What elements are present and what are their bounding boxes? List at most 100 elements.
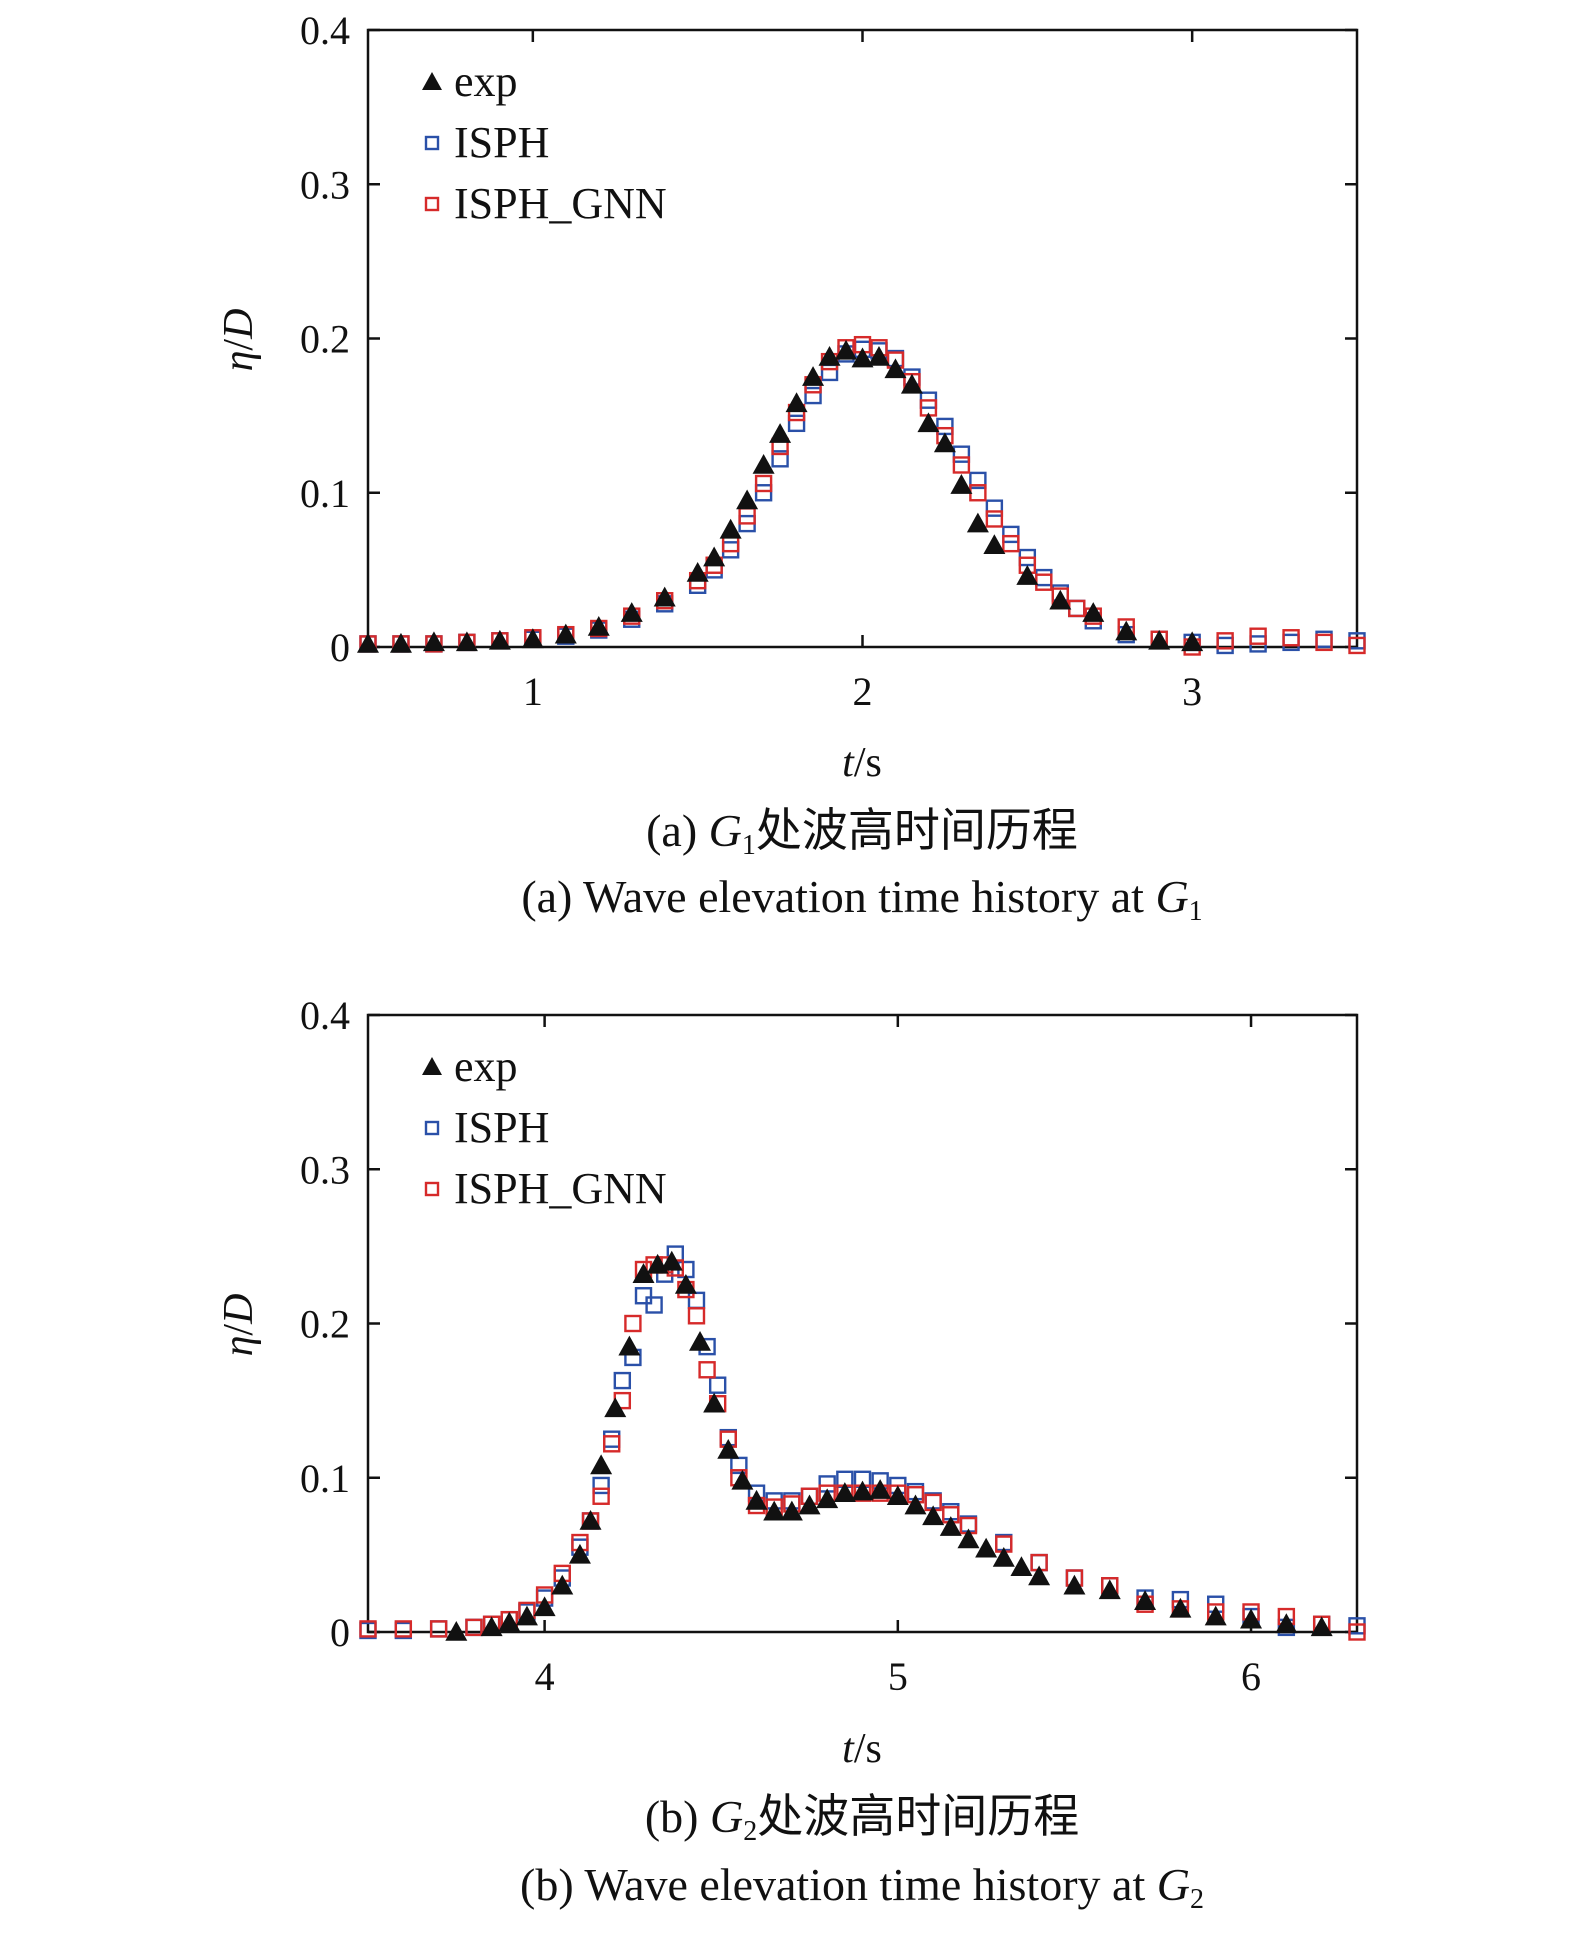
panel-a-caption-cn-post: 处波高时间历程: [756, 805, 1078, 856]
panel-a-caption-cn-sub: 1: [742, 830, 756, 861]
panel-a-caption-cn: (a) G1处波高时间历程: [646, 805, 1078, 861]
panel-b-caption-en-pre: (b) Wave elevation time history at: [520, 1859, 1157, 1910]
panel-b-chart: 4 5 6 0 0.1 0.2 0.3 0.4 exp ISPH ISPH_GNN η/D t/s…: [216, 993, 1366, 1915]
panel-a-point: [703, 546, 726, 567]
panel-a-point: [1216, 636, 1234, 655]
panel-b-point: [957, 1528, 980, 1549]
panel-b-series-exp: [445, 1250, 1333, 1641]
panel-b-point: [1098, 1579, 1121, 1600]
panel-a-point: [785, 392, 808, 413]
panel-a-point: [686, 561, 709, 582]
panel-b-point: [634, 1287, 653, 1305]
panel-b-point: [689, 1331, 712, 1351]
panel-b-point: [798, 1494, 821, 1515]
panel-b-point: [1028, 1565, 1051, 1586]
panel-a-point: [917, 412, 940, 433]
panel-b-caption-en-sub: 2: [1190, 1884, 1204, 1915]
panel-a-point: [653, 586, 676, 607]
panel-a-point: [820, 363, 839, 382]
panel-b-point: [624, 1314, 642, 1333]
panel-a-y-tick-label: 0.4: [300, 8, 350, 53]
panel-a-y-tick-label: 0: [330, 625, 350, 670]
panel-b-point: [1204, 1605, 1227, 1626]
panel-a-point: [1115, 620, 1138, 641]
panel-b-point: [603, 1430, 621, 1448]
panel-b-point: [674, 1273, 697, 1294]
panel-a-point: [769, 423, 792, 443]
panel-b-point: [851, 1480, 874, 1501]
panel-b-y-tick-label: 0: [330, 1610, 350, 1655]
panel-a-point: [587, 615, 610, 636]
panel-a-caption-en-sub: 1: [1189, 896, 1203, 927]
panel-b-point: [480, 1616, 503, 1637]
panel-b-point: [590, 1454, 613, 1475]
panel-a-x-axis-label: t/s: [842, 740, 882, 786]
panel-b-point: [632, 1263, 655, 1283]
panel-a-point: [389, 632, 412, 653]
panel-b-point: [592, 1476, 610, 1495]
panel-b-point: [904, 1494, 927, 1515]
panel-b-caption-en-var: G: [1157, 1859, 1190, 1910]
panel-a-series: [357, 335, 1366, 656]
panel-b-point: [730, 1456, 748, 1475]
panel-b-point: [1169, 1597, 1192, 1618]
panel-b-y-var2: D: [216, 1294, 262, 1325]
panel-a-point: [936, 417, 954, 436]
panel-b-point: [939, 1516, 962, 1536]
panel-b-x-unit: /s: [854, 1726, 882, 1772]
panel-a-legend-label: ISPH: [454, 118, 549, 167]
panel-a-point: [752, 453, 775, 474]
panel-b-point: [394, 1620, 413, 1638]
panel-a-chart: 1 2 3 0 0.1 0.2 0.3 0.4 exp ISPH ISPH_GNN η/D t/s…: [216, 8, 1366, 927]
panel-a-point: [1249, 627, 1267, 645]
panel-a-point: [1148, 629, 1171, 650]
panel-b-point: [533, 1596, 556, 1617]
panel-b-point: [359, 1620, 377, 1638]
panel-a-point: [1181, 631, 1204, 652]
panel-b-point: [708, 1376, 727, 1394]
panel-a-point: [554, 623, 577, 644]
panel-b-point: [1310, 1616, 1333, 1637]
panel-b-caption-cn-var: G: [710, 1791, 743, 1842]
panel-b-point: [465, 1618, 483, 1637]
panel-a-point: [867, 346, 890, 366]
panel-b-caption-cn: (b) G2处波高时间历程: [645, 1791, 1079, 1847]
panel-b-point: [515, 1605, 538, 1626]
panel-a-point: [1068, 599, 1086, 618]
panel-a-caption-cn-pre: (a): [646, 805, 709, 856]
panel-a-y-axis-label: η/D: [216, 309, 262, 372]
panel-b-axes: 4 5 6 0 0.1 0.2 0.3 0.4: [300, 993, 1357, 1699]
panel-a-point: [488, 629, 511, 650]
panel-b-point: [1348, 1623, 1366, 1641]
panel-a-x-tick-label: 3: [1182, 669, 1202, 714]
panel-b-point: [816, 1488, 839, 1509]
panel-b-point: [1010, 1556, 1033, 1577]
panel-b-legend-label: ISPH: [454, 1103, 549, 1152]
panel-a-point: [620, 602, 643, 622]
panel-b-y-axis-label: η/D: [216, 1294, 262, 1357]
panel-b-point: [445, 1621, 468, 1641]
panel-a-x-var: t: [842, 740, 855, 786]
panel-a-point: [818, 346, 841, 366]
panel-b-legend-marker: [424, 1181, 440, 1197]
panel-b-point: [603, 1435, 621, 1453]
panel-b-point: [568, 1543, 591, 1564]
panel-b-point: [922, 1505, 945, 1526]
panel-b-caption-cn-sub: 2: [743, 1816, 757, 1847]
panel-a-point: [900, 373, 923, 394]
panel-a-point: [1216, 632, 1234, 650]
panel-b-caption-cn-pre: (b): [645, 1791, 710, 1842]
panel-b-point: [703, 1392, 726, 1413]
panel-a-x-tick-label: 2: [853, 669, 873, 714]
panel-b-y-tick-label: 0.1: [300, 1456, 350, 1501]
panel-b-x-tick-label: 5: [888, 1654, 908, 1699]
panel-a-y-var: η: [216, 351, 262, 372]
panel-a-point: [851, 347, 874, 368]
panel-a-point: [357, 632, 379, 653]
panel-a-point: [966, 512, 989, 533]
panel-a-point: [933, 432, 956, 453]
panel-b-point: [592, 1487, 610, 1505]
panel-a-point: [835, 339, 858, 360]
panel-b-point: [498, 1611, 521, 1632]
panel-a-y-var2: D: [216, 309, 262, 340]
